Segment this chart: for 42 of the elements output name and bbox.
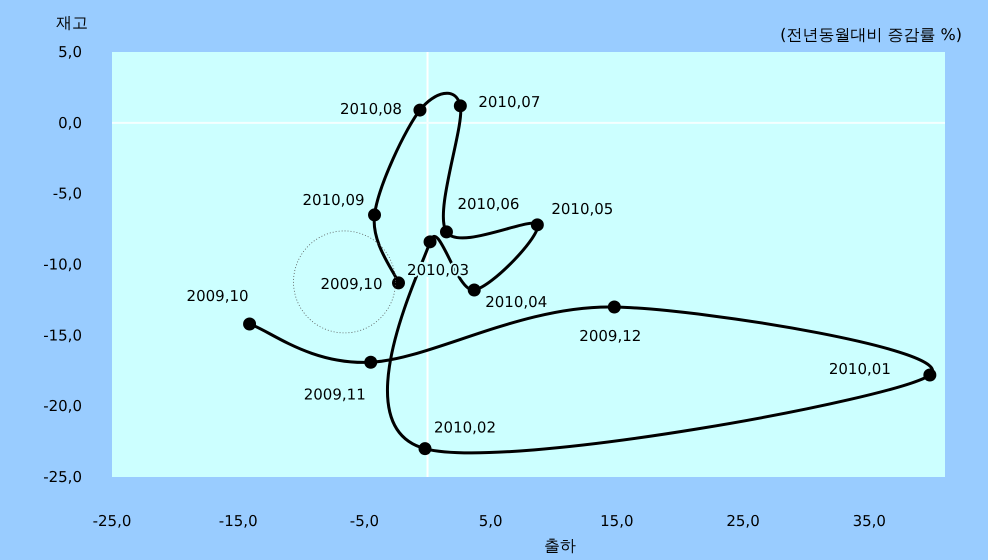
y-tick-label: -20,0 [43, 397, 82, 416]
point [243, 318, 256, 330]
annotation: 2009,10 [186, 287, 249, 305]
y-tick-label: -5,0 [52, 184, 82, 203]
point [413, 104, 426, 117]
point [418, 442, 432, 456]
point [608, 300, 621, 314]
annotation: 2009,10 [320, 274, 383, 293]
point [424, 235, 437, 248]
x-tick-label: -5,0 [350, 512, 380, 530]
x-tick-label: 35,0 [852, 512, 886, 530]
annotation: 2010,02 [434, 418, 496, 437]
point [923, 368, 936, 382]
annotation: 2010,04 [485, 293, 548, 311]
y-tick-label: 0,0 [58, 114, 82, 132]
y-tick-label: -15,0 [43, 326, 82, 344]
annotation: 2010,07 [478, 92, 540, 111]
y-axis-title: 재고 [56, 13, 88, 32]
x-tick-label: 25,0 [726, 512, 760, 530]
chart-subtitle: (전년동월대비 증감률 %) [780, 25, 962, 44]
point [468, 284, 481, 296]
point [454, 99, 467, 112]
y-tick-label: -10,0 [43, 256, 82, 274]
annotation: 2010,08 [340, 100, 402, 118]
x-axis-title: 출하 [544, 536, 576, 555]
annotation: 2010,09 [302, 190, 365, 209]
x-tick-label: 5,0 [478, 512, 503, 530]
point [440, 225, 453, 238]
annotation: 2009,11 [304, 385, 366, 404]
point [530, 218, 544, 232]
point [392, 276, 405, 290]
annotation: 2010,01 [828, 360, 891, 378]
y-tick-label: -25,0 [43, 468, 82, 486]
x-tick-label: -25,0 [92, 512, 132, 530]
point [368, 208, 382, 222]
point [364, 356, 378, 369]
x-tick-label: -15,0 [218, 512, 258, 530]
y-tick-label: 5,0 [58, 43, 82, 61]
annotation: 2009,12 [579, 327, 642, 345]
annotation: 2010,05 [551, 200, 614, 218]
x-tick-label: 15,0 [600, 512, 634, 530]
annotation: 2010,06 [457, 194, 520, 213]
